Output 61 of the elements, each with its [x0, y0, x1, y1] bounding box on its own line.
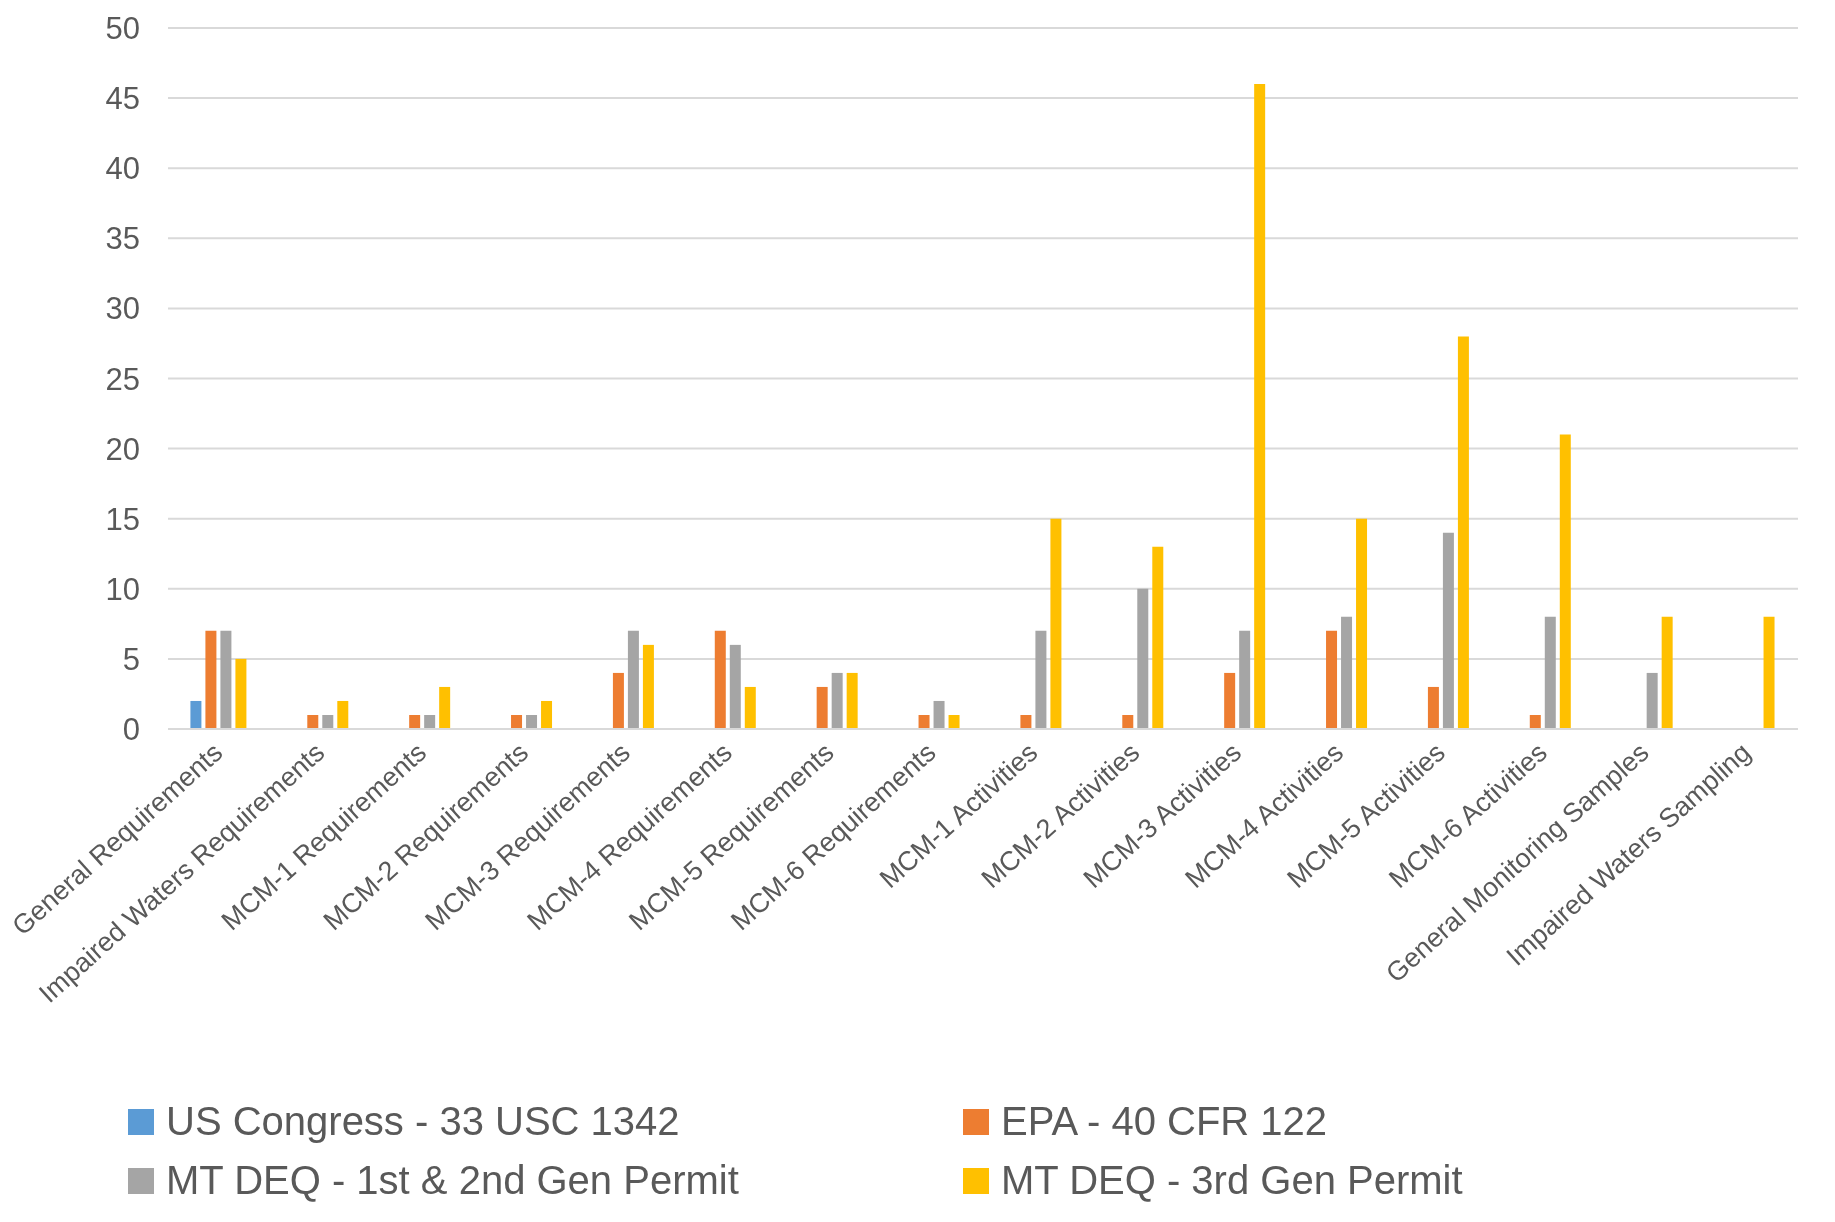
bar — [1356, 518, 1368, 729]
y-tick-label: 20 — [105, 431, 140, 467]
bar — [337, 700, 349, 729]
bar — [541, 700, 553, 729]
y-tick-label: 45 — [105, 81, 140, 117]
y-tick-label: 10 — [105, 571, 140, 607]
y-tick-label: 25 — [105, 361, 140, 397]
bar — [612, 672, 624, 729]
bar — [1224, 672, 1236, 729]
bar — [729, 644, 741, 729]
y-tick-label: 40 — [105, 151, 140, 187]
legend-label: MT DEQ - 1st & 2nd Gen Permit — [166, 1158, 739, 1203]
bar — [627, 630, 639, 729]
bar — [190, 700, 202, 729]
bar — [1529, 714, 1541, 729]
legend-label: US Congress - 33 USC 1342 — [166, 1099, 680, 1144]
bar — [918, 714, 930, 729]
bar — [642, 644, 654, 729]
bar — [1646, 672, 1658, 729]
bar — [439, 686, 451, 729]
bar — [1122, 714, 1134, 729]
y-tick-label: 30 — [105, 291, 140, 327]
y-tick-label: 50 — [105, 11, 140, 47]
bar — [1137, 588, 1149, 729]
bar — [831, 672, 843, 729]
bar — [1341, 616, 1353, 729]
bar — [220, 630, 232, 729]
bar — [526, 714, 538, 729]
bar — [816, 686, 828, 729]
bar — [235, 658, 247, 729]
bar — [933, 700, 945, 729]
bar — [205, 630, 217, 729]
y-tick-label: 5 — [122, 641, 140, 677]
y-tick-label: 15 — [105, 501, 140, 537]
bar — [1239, 630, 1251, 729]
bar — [424, 714, 436, 729]
bar — [1457, 336, 1469, 729]
legend-label: EPA - 40 CFR 122 — [1001, 1099, 1328, 1144]
bar — [1544, 616, 1556, 729]
y-tick-label: 35 — [105, 221, 140, 257]
bar — [511, 714, 523, 729]
bar — [948, 714, 960, 729]
bar — [1152, 546, 1164, 729]
bar — [1050, 518, 1062, 729]
bar — [1035, 630, 1047, 729]
bar — [1020, 714, 1032, 729]
bar — [1326, 630, 1338, 729]
legend-label: MT DEQ - 3rd Gen Permit — [1001, 1158, 1463, 1203]
bar — [1442, 532, 1454, 729]
bar — [714, 630, 726, 729]
bar — [1763, 616, 1775, 729]
bar — [1559, 434, 1571, 729]
bar — [307, 714, 319, 729]
bar — [322, 714, 334, 729]
bar — [744, 686, 756, 729]
bar — [1427, 686, 1439, 729]
bar — [1254, 84, 1266, 729]
bar — [409, 714, 421, 729]
y-tick-label: 0 — [122, 712, 140, 748]
bar — [846, 672, 858, 729]
bar — [1661, 616, 1673, 729]
